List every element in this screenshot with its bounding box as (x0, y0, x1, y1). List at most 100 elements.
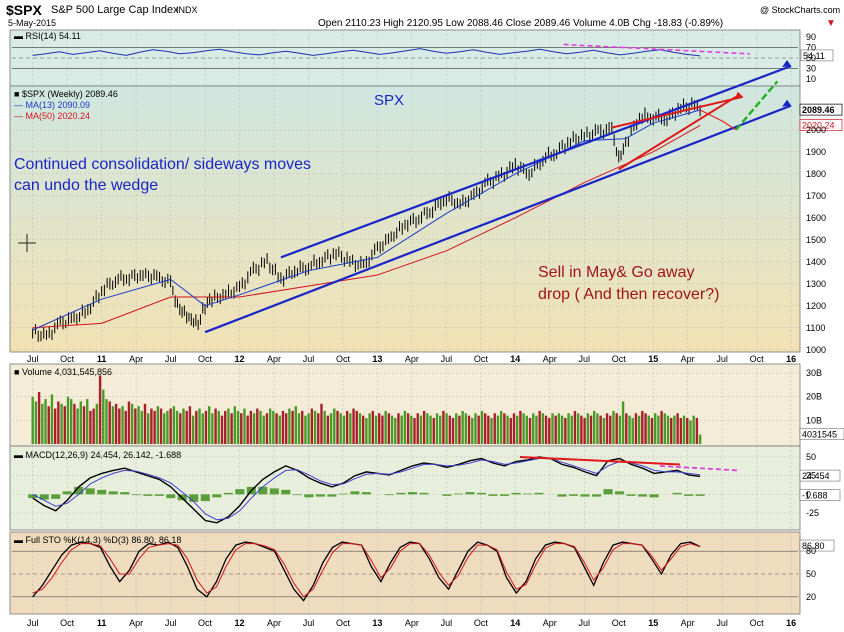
volume-bar (304, 415, 307, 444)
volume-bar (695, 418, 699, 444)
volume-bar (567, 413, 570, 444)
volume-bar (374, 415, 378, 444)
grid-lines (12, 30, 798, 614)
volume-bar (233, 406, 237, 444)
macd-histogram-bar (166, 494, 176, 499)
volume-bar (166, 410, 169, 444)
macd-y-tick: 0 (806, 489, 811, 499)
volume-bar (188, 406, 192, 444)
volume-bar (647, 415, 650, 444)
x-tick-label: Jul (27, 618, 39, 628)
volume-bar (268, 408, 272, 444)
macd-histogram-bar (615, 491, 625, 495)
volume-bar (650, 418, 654, 444)
volume-bar (130, 403, 134, 444)
volume-bar (493, 413, 496, 444)
sto-label: ▬ Full STO %K(14,3) %D(3) 86.80, 86.18 (14, 535, 182, 545)
volume-bar (583, 418, 586, 444)
price-value-box (799, 118, 843, 131)
macd-histogram-bar (626, 494, 636, 496)
volume-value-box (799, 428, 844, 440)
x-tick-label: Jul (579, 618, 591, 628)
x-tick-label: Oct (474, 618, 489, 628)
macd-histogram-bar (419, 492, 429, 495)
volume-bar (143, 403, 147, 444)
copyright: @ StockCharts.com (760, 5, 841, 15)
volume-bar (336, 410, 339, 444)
sto-y-tick: 20 (806, 592, 816, 602)
volume-bar (451, 418, 455, 444)
macd-y-tick: -25 (806, 508, 819, 518)
price-y-tick: 1800 (806, 169, 826, 179)
x-tick-label: Apr (405, 618, 419, 628)
rsi-y-tick: 10 (806, 74, 816, 84)
macd-divergence-line (519, 455, 681, 466)
sto-value-label: 86.80 (802, 541, 825, 551)
volume-panel: 4031545 (31, 375, 844, 444)
macd-histogram-bar (292, 494, 302, 496)
volume-bar (172, 406, 176, 444)
volume-bar (387, 413, 391, 444)
macd-histogram-bar (453, 493, 463, 495)
rsi-value-box (800, 49, 834, 62)
volume-bar (134, 408, 137, 444)
volume-bar (557, 413, 561, 444)
rsi-line (32, 48, 701, 57)
wedge-arrowhead (734, 91, 743, 99)
volume-bar (525, 415, 529, 444)
x-tick-label: Oct (336, 354, 351, 364)
volume-label: ■ Volume 4,031,545,856 (14, 367, 113, 377)
volume-bar (641, 410, 644, 444)
macd-histogram-bar (568, 494, 579, 496)
volume-bar (458, 415, 461, 444)
volume-bar (480, 410, 484, 444)
price-y-tick: 1400 (806, 257, 826, 267)
upper-channel-line (280, 64, 792, 259)
volume-bar (461, 410, 464, 444)
volume-bar (124, 410, 127, 444)
ma13-legend: — MA(13) 2090.09 (14, 100, 91, 110)
volume-bar (102, 389, 105, 444)
volume-bar (281, 410, 285, 444)
macd-panel-bg (9, 445, 801, 531)
volume-bar (381, 415, 384, 444)
macd-histogram-bar (384, 494, 394, 496)
volume-bar (182, 408, 185, 444)
volume-bar (66, 396, 70, 444)
volume-bar (313, 410, 317, 444)
volume-bar (53, 408, 57, 444)
volume-bar (455, 413, 458, 444)
macd-histogram-bar (200, 494, 210, 502)
macd-histogram-bar (304, 494, 314, 498)
volume-bar (227, 408, 230, 444)
symbol: $SPX (6, 2, 42, 18)
volume-bar (589, 415, 593, 444)
sto-k-line (32, 541, 701, 602)
volume-bar (297, 413, 301, 444)
volume-bar (191, 415, 195, 444)
volume-bar (605, 413, 609, 444)
volume-bar (560, 415, 564, 444)
volume-bar (593, 410, 596, 444)
volume-bar (310, 408, 314, 444)
volume-bar (37, 392, 41, 444)
macd-histogram-bar (476, 492, 486, 495)
sell-in-may-note: Sell in May& Go away drop ( And then rec… (538, 264, 720, 303)
volume-bar (95, 403, 99, 444)
volume-bar (532, 413, 535, 444)
macd-histogram-bar (695, 494, 705, 496)
volume-bar (426, 413, 429, 444)
price-y-tick: 1300 (806, 279, 826, 289)
volume-bar (57, 401, 60, 444)
price-value-label: 2089.46 (802, 105, 835, 115)
volume-bar (73, 403, 76, 444)
volume-bar (98, 375, 102, 444)
volume-bar (44, 399, 47, 444)
macd-histogram-bar (223, 492, 233, 495)
volume-bar (573, 410, 577, 444)
volume-bar (586, 413, 589, 444)
macd-histogram-bar (154, 494, 164, 496)
volume-bar (474, 413, 477, 444)
volume-bar (599, 415, 602, 444)
